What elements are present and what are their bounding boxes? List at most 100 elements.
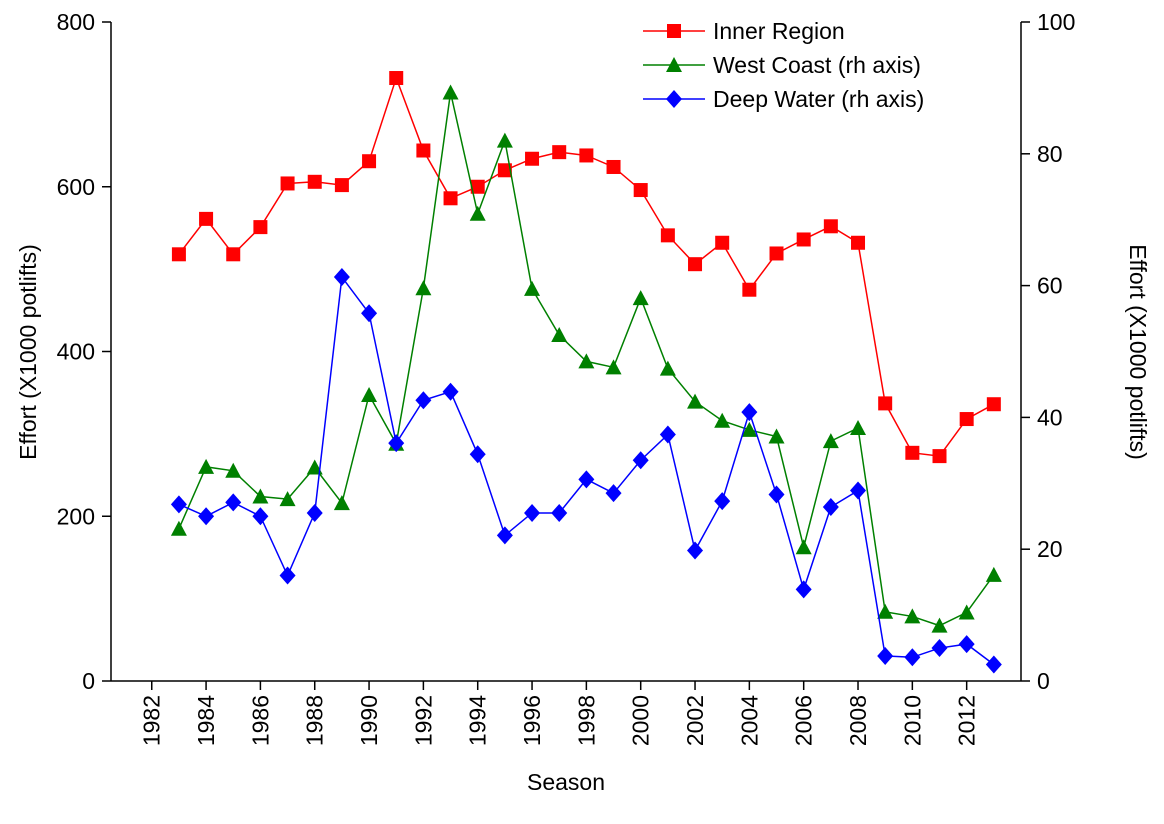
data-point — [306, 503, 323, 522]
data-point — [252, 507, 269, 526]
data-point — [469, 445, 486, 464]
data-point — [170, 495, 187, 514]
y-tick-label: 200 — [57, 503, 95, 529]
data-point — [333, 495, 350, 511]
x-tick-label: 1990 — [356, 695, 382, 746]
data-point — [850, 481, 867, 500]
data-point — [525, 151, 540, 166]
series-line — [178, 75, 995, 457]
legend-marker — [666, 57, 682, 72]
x-tick-label: 1986 — [247, 695, 273, 746]
data-point — [524, 280, 541, 296]
data-point — [633, 183, 648, 198]
data-point — [171, 247, 186, 262]
data-point — [959, 412, 974, 427]
data-point — [605, 359, 622, 375]
data-point — [632, 290, 649, 306]
data-point — [551, 503, 568, 522]
data-point — [768, 428, 785, 444]
data-point — [279, 491, 296, 507]
data-point — [253, 220, 268, 235]
data-point — [551, 327, 568, 343]
y-tick-label: 800 — [57, 9, 95, 35]
data-point — [958, 604, 975, 620]
data-point — [170, 520, 187, 536]
data-point — [280, 176, 295, 191]
data-point — [715, 235, 730, 250]
data-point — [796, 232, 811, 247]
data-point — [361, 386, 378, 402]
y-tick-label: 600 — [57, 174, 95, 200]
data-point — [687, 393, 704, 409]
data-point — [198, 458, 215, 474]
data-point — [714, 492, 731, 511]
data-point — [496, 132, 513, 148]
data-point — [306, 459, 323, 475]
data-point — [307, 174, 322, 189]
data-point — [741, 403, 758, 422]
data-point — [985, 566, 1002, 582]
data-point — [361, 304, 378, 323]
data-point — [389, 71, 404, 86]
data-point — [225, 462, 242, 478]
data-point — [931, 617, 948, 633]
x-tick-label: 2002 — [682, 695, 708, 746]
x-tick-label: 1992 — [410, 695, 436, 746]
data-point — [660, 228, 675, 243]
data-point — [552, 145, 567, 160]
data-point — [333, 268, 350, 287]
data-point — [225, 493, 242, 512]
data-point — [985, 655, 1002, 674]
x-tick-label: 1982 — [139, 695, 165, 746]
data-point — [469, 205, 486, 221]
data-point — [578, 470, 595, 489]
y-tick-label: 0 — [82, 668, 95, 694]
data-point — [877, 603, 894, 619]
data-point — [958, 635, 975, 654]
legend-marker — [666, 90, 682, 108]
data-point — [905, 445, 920, 460]
y2-axis-label: Effort (X1000 potlifts) — [1125, 244, 1151, 460]
x-tick-label: 1988 — [302, 695, 328, 746]
data-point — [443, 191, 458, 206]
data-point — [470, 179, 485, 194]
data-point — [795, 580, 812, 599]
data-point — [606, 159, 621, 174]
data-point — [524, 503, 541, 522]
data-point — [904, 608, 921, 624]
data-point — [986, 397, 1001, 412]
y2-tick-label: 20 — [1037, 536, 1063, 562]
legend-label: Deep Water (rh axis) — [713, 86, 924, 112]
data-point — [687, 541, 704, 560]
legend-marker — [667, 24, 681, 38]
data-point — [497, 163, 512, 178]
data-point — [632, 451, 649, 470]
data-point — [442, 84, 459, 100]
x-tick-label: 2010 — [899, 695, 925, 746]
data-point — [362, 154, 377, 169]
x-axis-label: Season — [527, 769, 605, 795]
x-tick-label: 1984 — [193, 695, 219, 746]
y2-tick-label: 40 — [1037, 404, 1063, 430]
x-tick-label: 2008 — [845, 695, 871, 746]
legend-label: Inner Region — [713, 18, 845, 44]
data-point — [279, 566, 296, 585]
data-point — [878, 396, 893, 411]
data-point — [877, 646, 894, 665]
data-point — [226, 247, 241, 262]
y2-tick-label: 60 — [1037, 273, 1063, 299]
data-point — [688, 257, 703, 272]
data-point — [795, 539, 812, 555]
legend-label: West Coast (rh axis) — [713, 52, 921, 78]
data-point — [415, 280, 432, 296]
data-point — [416, 143, 431, 158]
y2-tick-label: 80 — [1037, 141, 1063, 167]
data-point — [496, 526, 513, 545]
data-point — [388, 434, 405, 453]
data-point — [605, 484, 622, 503]
y2-tick-label: 100 — [1037, 9, 1075, 35]
data-point — [768, 485, 785, 504]
data-point — [714, 412, 731, 428]
x-tick-label: 2004 — [736, 695, 762, 746]
